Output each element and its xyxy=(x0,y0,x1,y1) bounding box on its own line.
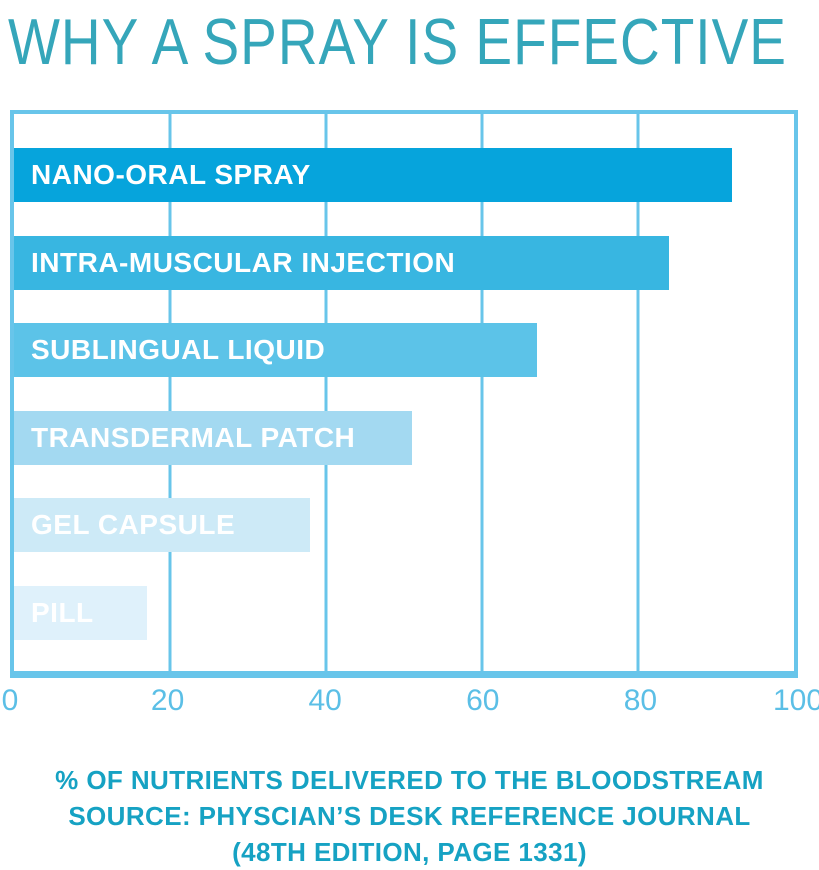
gridline xyxy=(168,114,172,671)
chart-caption: % OF NUTRIENTS DELIVERED TO THE BLOODSTR… xyxy=(0,762,819,870)
bar-label: SUBLINGUAL LIQUID xyxy=(31,334,326,366)
x-tick-label: 80 xyxy=(623,684,658,717)
gridline xyxy=(324,114,328,671)
bar-intra-muscular-injection: INTRA-MUSCULAR INJECTION xyxy=(14,235,670,290)
bar-nano-oral-spray: NANO-ORAL SPRAY xyxy=(14,147,732,202)
x-tick-label: 20 xyxy=(150,684,185,717)
bar-gel-capsule: GEL CAPSULE xyxy=(14,498,311,553)
bar-label: PILL xyxy=(31,596,94,628)
caption-xlabel: % OF NUTRIENTS DELIVERED TO THE BLOODSTR… xyxy=(55,765,764,795)
bar-label: INTRA-MUSCULAR INJECTION xyxy=(31,246,456,278)
x-tick-label: 100 xyxy=(772,684,819,717)
bar-chart: NANO-ORAL SPRAY INTRA-MUSCULAR INJECTION S… xyxy=(10,110,798,678)
x-axis: 0 20 40 60 80 100 xyxy=(2,684,819,720)
x-tick-label: 0 xyxy=(1,684,19,717)
bar-transdermal-patch: TRANSDERMAL PATCH xyxy=(14,410,412,465)
x-tick-label: 40 xyxy=(308,684,342,717)
bar-label: GEL CAPSULE xyxy=(31,509,236,541)
caption-edition: (48TH EDITION, PAGE 1331) xyxy=(232,837,587,867)
bar-label: TRANSDERMAL PATCH xyxy=(31,421,356,453)
bar-sublingual-liquid: SUBLINGUAL LIQUID xyxy=(14,323,537,378)
x-tick-label: 60 xyxy=(466,684,500,717)
page-title: WHY A SPRAY IS EFFECTIVE xyxy=(8,5,787,79)
bar-pill: PILL xyxy=(14,585,147,640)
gridline xyxy=(636,114,640,671)
bar-label: NANO-ORAL SPRAY xyxy=(31,158,311,190)
gridline xyxy=(480,114,484,671)
caption-source: SOURCE: PHYSCIAN’S DESK REFERENCE JOURNA… xyxy=(68,801,751,831)
